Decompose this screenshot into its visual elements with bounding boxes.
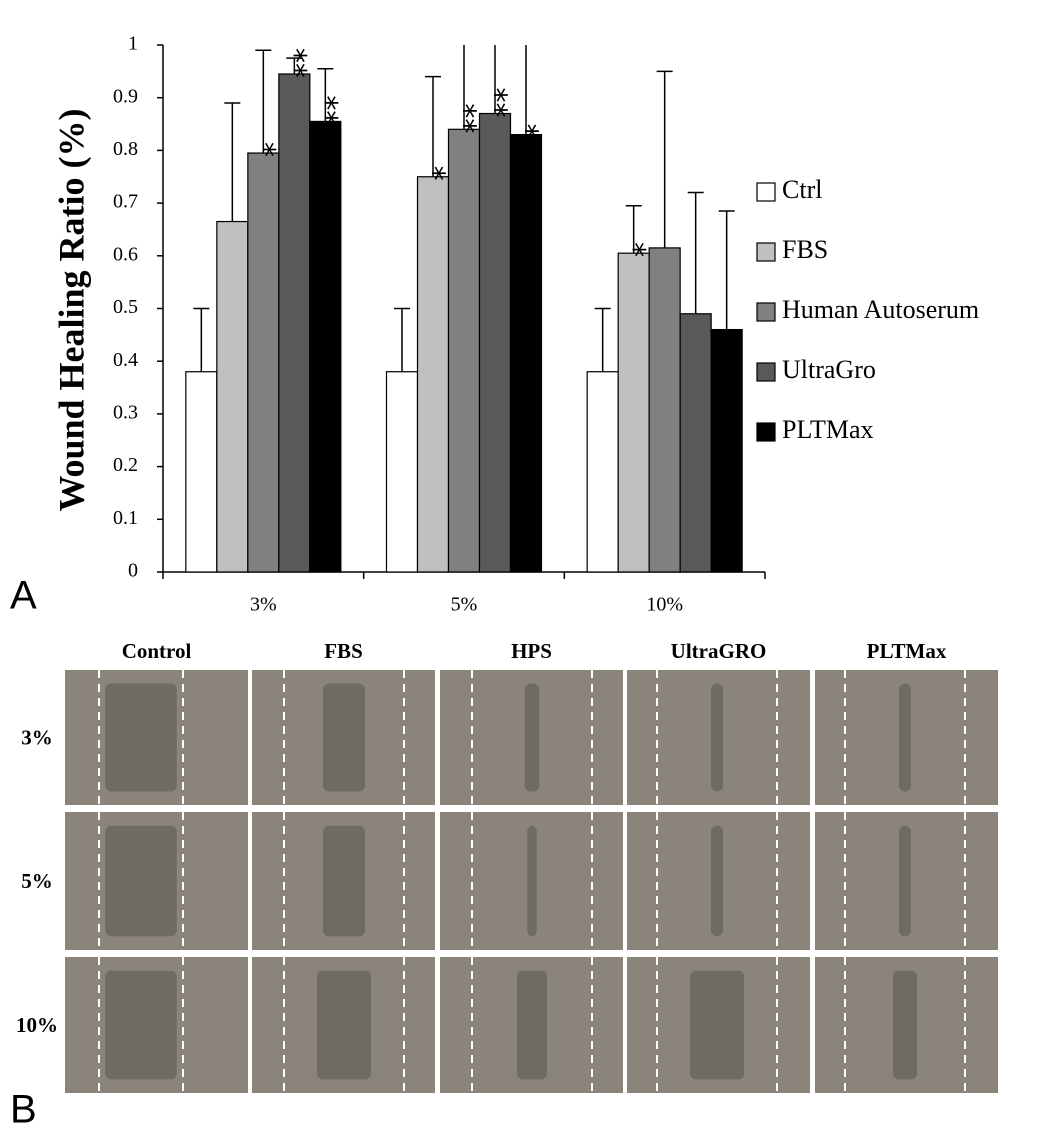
legend-label: Human Autoserum xyxy=(782,295,979,324)
y-tick-label: 0.9 xyxy=(113,85,138,107)
y-tick-label: 0.6 xyxy=(113,243,138,265)
bar xyxy=(509,133,543,573)
bar xyxy=(185,371,218,573)
legend-swatch xyxy=(756,182,776,202)
column-header: FBS xyxy=(324,639,363,663)
wound-gap xyxy=(899,683,911,792)
column-header: PLTMax xyxy=(867,639,947,663)
x-tick-label: 10% xyxy=(646,594,683,616)
significance-mark: * xyxy=(509,124,544,139)
y-tick-label: 0.2 xyxy=(113,454,138,476)
bar xyxy=(216,220,249,573)
panel-label: B xyxy=(10,1088,37,1131)
wound-gap xyxy=(899,825,911,937)
column-header: Control xyxy=(122,639,192,663)
significance-mark: ** xyxy=(308,95,343,125)
wound-gap xyxy=(690,970,744,1080)
panel-label: A xyxy=(10,574,37,618)
wound-gap xyxy=(517,970,547,1080)
wound-gap xyxy=(711,825,723,937)
bar xyxy=(648,247,681,573)
y-tick-label: 0.4 xyxy=(113,349,138,371)
x-tick-label: 5% xyxy=(451,594,478,616)
wound-gap xyxy=(527,825,537,937)
y-tick-label: 0.7 xyxy=(113,191,138,213)
bar xyxy=(586,371,619,573)
wound-gap xyxy=(893,970,917,1080)
y-tick-label: 0.5 xyxy=(113,296,138,318)
wound-gap xyxy=(317,970,371,1080)
legend-label: UltraGro xyxy=(782,355,876,384)
wound-gap xyxy=(323,683,365,792)
legend-label: FBS xyxy=(782,235,828,264)
wound-gap xyxy=(711,683,723,792)
legend-swatch xyxy=(756,422,776,442)
bar xyxy=(447,128,481,573)
significance-mark: ** xyxy=(447,103,482,133)
y-axis-title: Wound Healing Ratio (%) xyxy=(51,108,91,511)
wound-gap xyxy=(105,970,177,1080)
x-tick-label: 3% xyxy=(250,594,277,616)
legend-swatch xyxy=(756,362,776,382)
row-header: 3% xyxy=(21,725,53,749)
wound-gap xyxy=(105,825,177,937)
wound-gap xyxy=(524,683,540,792)
column-header: UltraGRO xyxy=(671,639,767,663)
row-header: 10% xyxy=(16,1013,58,1037)
bar xyxy=(617,252,650,573)
bar xyxy=(309,120,342,573)
significance-mark: * xyxy=(246,142,281,157)
bar xyxy=(247,152,280,573)
significance-mark: * xyxy=(416,166,451,181)
y-tick-label: 0 xyxy=(128,560,138,582)
y-tick-label: 0.3 xyxy=(113,401,138,423)
bar xyxy=(416,176,450,573)
legend-swatch xyxy=(756,302,776,322)
bar xyxy=(710,328,743,573)
error-bars xyxy=(193,45,735,372)
row-header: 5% xyxy=(21,869,53,893)
y-tick-label: 1 xyxy=(128,33,138,55)
legend-swatch xyxy=(756,242,776,262)
significance-mark: ** xyxy=(478,88,513,118)
y-tick-label: 0.8 xyxy=(113,138,138,160)
bar xyxy=(478,112,512,573)
bar xyxy=(385,371,419,573)
legend-label: PLTMax xyxy=(782,415,874,444)
legend-label: Ctrl xyxy=(782,175,822,204)
significance-mark: ** xyxy=(277,48,312,78)
significance-mark: * xyxy=(616,242,651,257)
bar xyxy=(679,313,712,573)
wound-gap xyxy=(105,683,177,792)
wound-gap xyxy=(323,825,365,937)
bar xyxy=(278,73,311,573)
column-header: HPS xyxy=(511,639,552,663)
y-tick-label: 0.1 xyxy=(113,507,138,529)
